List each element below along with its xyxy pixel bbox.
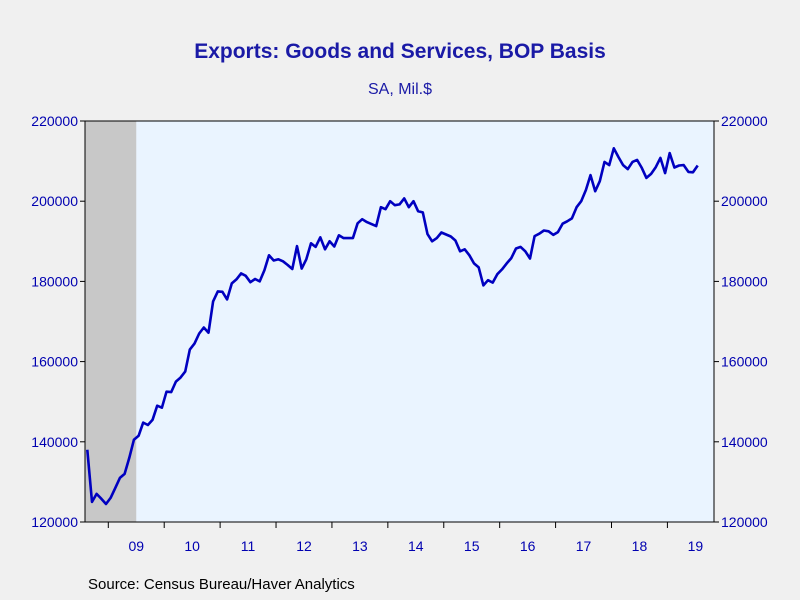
chart-subtitle: SA, Mil.$ <box>368 81 432 98</box>
y-tick-label-right: 120000 <box>721 514 768 530</box>
y-tick-label-left: 200000 <box>31 193 78 209</box>
x-tick-label: 10 <box>184 538 200 554</box>
source-note: Source: Census Bureau/Haver Analytics <box>88 576 355 593</box>
y-tick-label-right: 140000 <box>721 434 768 450</box>
recession-band <box>85 121 137 522</box>
x-tick-label: 14 <box>408 538 424 554</box>
y-tick-label-right: 200000 <box>721 193 768 209</box>
x-tick-label: 16 <box>520 538 536 554</box>
series-group <box>86 147 699 506</box>
y-tick-label-right: 160000 <box>721 354 768 370</box>
series-line-0 <box>86 147 699 506</box>
y-tick-label-right: 220000 <box>721 113 768 129</box>
y-tick-label-left: 140000 <box>31 434 78 450</box>
y-tick-label-left: 120000 <box>31 514 78 530</box>
x-tick-label: 13 <box>352 538 368 554</box>
x-tick-label: 19 <box>688 538 704 554</box>
y-tick-label-left: 220000 <box>31 113 78 129</box>
plot-area <box>85 121 714 522</box>
x-tick-label: 11 <box>241 538 256 554</box>
x-tick-label: 18 <box>632 538 648 554</box>
x-tick-label: 17 <box>576 538 592 554</box>
y-tick-label-right: 180000 <box>721 273 768 289</box>
y-tick-label-left: 180000 <box>31 273 78 289</box>
recession-shading <box>85 121 137 522</box>
x-tick-label: 09 <box>128 538 144 554</box>
chart-title: Exports: Goods and Services, BOP Basis <box>194 40 606 63</box>
x-tick-label: 12 <box>296 538 312 554</box>
x-tick-label: 15 <box>464 538 480 554</box>
x-axis-ticks: 09 10 11 12 13 14 15 16 17 18 19 <box>107 522 704 554</box>
y-tick-label-left: 160000 <box>31 354 78 370</box>
plot-border <box>84 120 715 523</box>
y-axis-ticks: 120000 120000 140000 140000 160000 160000 1800… <box>31 113 768 530</box>
